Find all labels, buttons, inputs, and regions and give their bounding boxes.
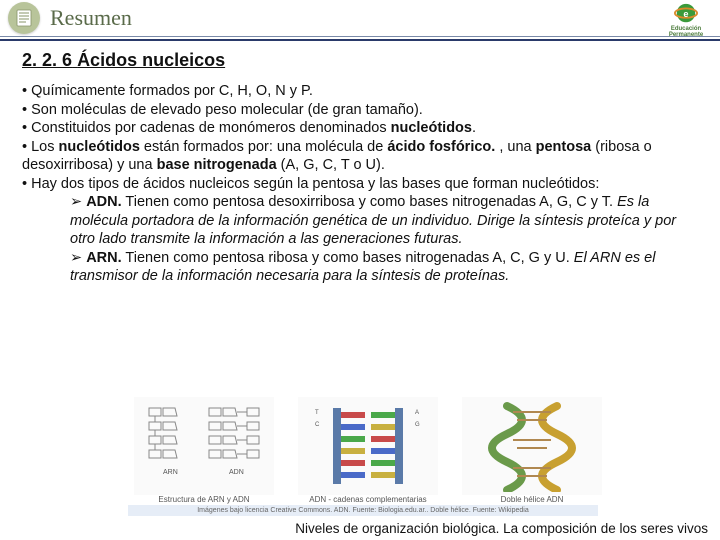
svg-text:C: C: [315, 422, 320, 428]
fig3-caption: Doble hélice ADN: [501, 495, 564, 504]
bullet-1: • Químicamente formados por C, H, O, N y…: [22, 82, 700, 101]
fig1-caption: Estructura de ARN y ADN: [158, 495, 249, 504]
figure-1: ARN ADN Estructura de ARN y ADN: [134, 397, 274, 504]
section-heading: Ácidos nucleicos: [77, 50, 225, 70]
svg-text:e: e: [683, 9, 688, 19]
svg-text:A: A: [415, 410, 419, 416]
svg-text:ADN: ADN: [229, 469, 244, 476]
bullet-3: • Constituidos por cadenas de monómeros …: [22, 119, 700, 138]
bullet-2: • Son moléculas de elevado peso molecula…: [22, 101, 700, 120]
footer-text: Niveles de organización biológica. La co…: [295, 521, 708, 536]
resumen-icon: [8, 2, 40, 34]
header-divider: [0, 36, 720, 41]
bullet-4: • Los nucleótidos están formados por: un…: [22, 138, 700, 175]
bullet-5: • Hay dos tipos de ácidos nucleicos segú…: [22, 175, 700, 194]
page-header: Resumen e Educación Permanente: [0, 0, 720, 36]
section-number: 2. 2. 6: [22, 50, 72, 70]
sub-arn: ➢ ARN. Tienen como pentosa ribosa y como…: [22, 249, 700, 286]
figure-row: ARN ADN Estructura de ARN y ADN T A C G: [88, 376, 648, 504]
brand-logo: e Educación Permanente: [664, 2, 708, 38]
figure-credit: Imágenes bajo licencia Creative Commons.…: [128, 505, 598, 516]
header-title: Resumen: [50, 5, 132, 31]
figure-2: T A C G ADN - cadenas complementarias: [298, 397, 438, 504]
content-body: • Químicamente formados por C, H, O, N y…: [22, 82, 700, 286]
svg-text:T: T: [315, 410, 319, 416]
section-title: 2. 2. 6 Ácidos nucleicos: [22, 50, 225, 71]
svg-text:ARN: ARN: [163, 469, 178, 476]
fig2-caption: ADN - cadenas complementarias: [309, 495, 426, 504]
sub-adn: ➢ ADN. Tienen como pentosa desoxirribosa…: [22, 193, 700, 249]
figure-3: Doble hélice ADN: [462, 397, 602, 504]
svg-text:G: G: [415, 422, 420, 428]
